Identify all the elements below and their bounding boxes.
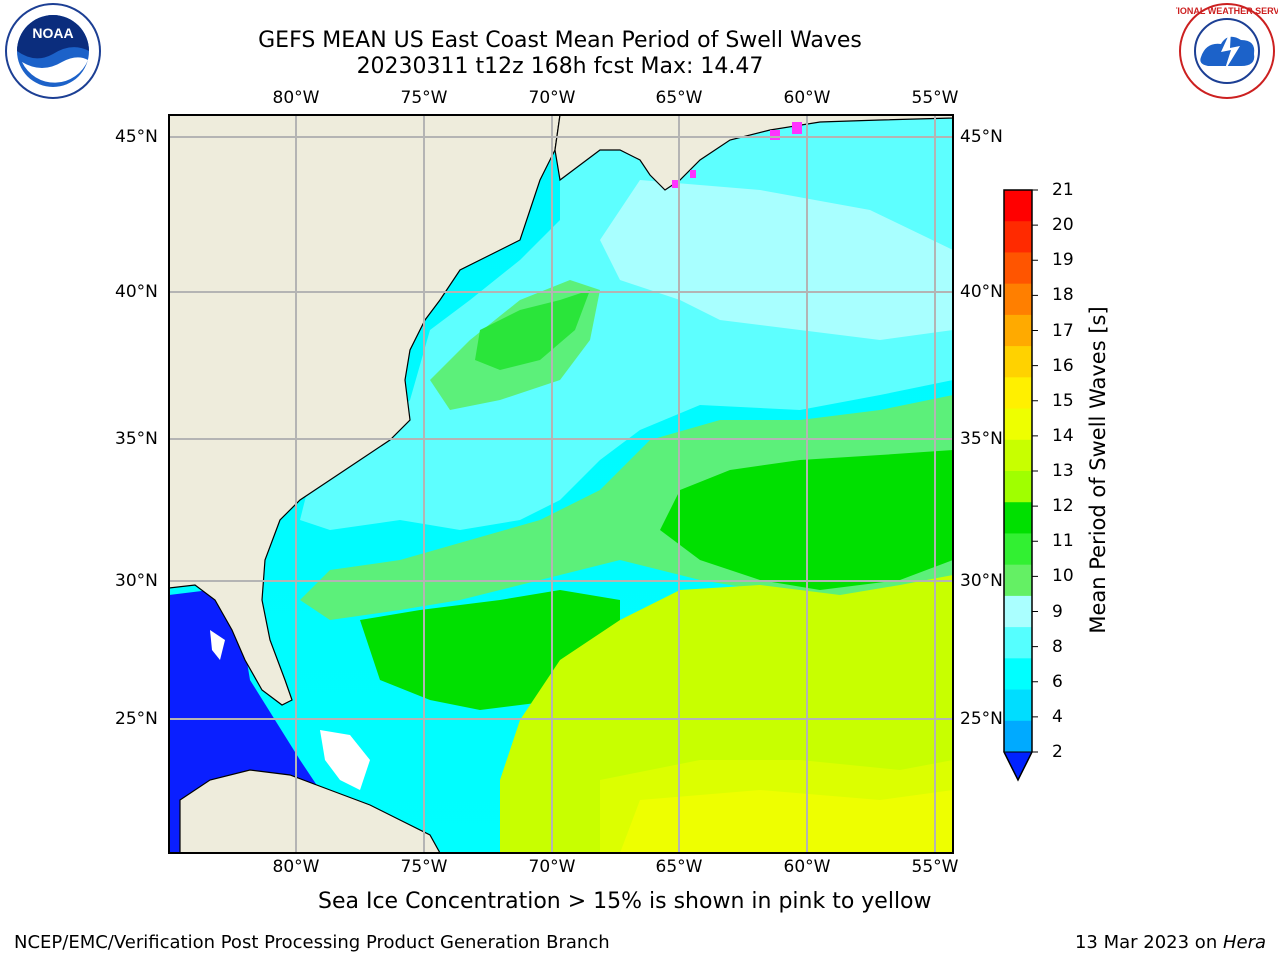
lon-label-bottom: 75°W <box>400 857 448 877</box>
colorbar-tick-label: 13 <box>1052 461 1074 481</box>
sea-ice-pixel <box>792 122 802 134</box>
colorbar-tick-label: 18 <box>1052 285 1074 306</box>
colorbar-tick-label: 14 <box>1052 425 1074 446</box>
gulf-nodata <box>210 630 225 660</box>
lon-label-top: 65°W <box>655 88 703 108</box>
colorbar-segment <box>1004 221 1032 253</box>
nws-logo-text: NATIONAL WEATHER SERVICE <box>1176 6 1278 16</box>
chart-title: GEFS MEAN US East Coast Mean Period of S… <box>258 28 862 53</box>
lon-label-top: 70°W <box>528 88 576 108</box>
lon-label-top: 80°W <box>272 88 320 108</box>
lat-label-left: 40°N <box>115 282 158 302</box>
noaa-logo: NOAA <box>5 3 101 99</box>
lon-label-top: 60°W <box>783 88 831 108</box>
footer-date-text: 13 Mar 2023 on <box>1074 932 1223 953</box>
lon-label-bottom: 65°W <box>655 857 703 877</box>
colorbar-underflow-triangle <box>1003 751 1033 782</box>
colorbar-segment <box>1004 658 1032 691</box>
colorbar-segment <box>1004 346 1032 378</box>
sea-ice-pixel <box>672 180 678 188</box>
lat-label-right: 45°N <box>960 127 1003 147</box>
colorbar-segment <box>1004 377 1032 410</box>
footer-host: Hera <box>1222 932 1266 953</box>
lat-label-right: 35°N <box>960 429 1003 449</box>
sea-ice-caption: Sea Ice Concentration > 15% is shown in … <box>318 889 932 914</box>
colorbar-tick-label: 4 <box>1052 706 1063 727</box>
colorbar-segment <box>1004 533 1032 566</box>
lat-label-left: 45°N <box>115 127 158 147</box>
colorbar-tick-label: 11 <box>1052 531 1074 552</box>
colorbar-segment <box>1004 314 1032 347</box>
colorbar-segment <box>1004 595 1032 628</box>
noaa-logo-text: NOAA <box>32 25 73 41</box>
lon-label-bottom: 70°W <box>528 857 576 877</box>
nws-logo: NATIONAL WEATHER SERVICE <box>1176 3 1278 99</box>
colorbar-tick-label: 16 <box>1052 355 1074 376</box>
colorbar-tick-label: 15 <box>1052 390 1074 411</box>
colorbar-segment <box>1004 627 1032 659</box>
colorbar-tick-label: 20 <box>1052 215 1074 236</box>
colorbar-segment <box>1004 502 1032 534</box>
colorbar-frame <box>1003 189 1033 782</box>
colorbar-tick-label: 6 <box>1052 671 1063 692</box>
colorbar-tick-label: 21 <box>1052 180 1074 200</box>
field-9s-pale <box>600 180 953 340</box>
lat-label-right: 30°N <box>960 571 1003 591</box>
colorbar-tick-label: 10 <box>1052 566 1074 587</box>
colorbar-tick-label: 8 <box>1052 636 1063 657</box>
sea-ice-pixel <box>770 130 780 140</box>
lon-label-top: 55°W <box>911 88 959 108</box>
lat-label-left: 30°N <box>115 571 158 591</box>
colorbar-segment <box>1004 408 1032 441</box>
colorbar <box>1003 189 1038 782</box>
chart-subtitle: 20230311 t12z 168h fcst Max: 14.47 <box>356 54 764 79</box>
colorbar-title: Mean Period of Swell Waves [s] <box>1086 306 1110 634</box>
field-11s-nw <box>475 290 590 370</box>
lat-label-right: 25°N <box>960 709 1003 729</box>
colorbar-segment <box>1004 283 1032 316</box>
colorbar-tick-label: 19 <box>1052 250 1074 271</box>
lon-label-bottom: 60°W <box>783 857 831 877</box>
colorbar-tick-label: 9 <box>1052 601 1063 622</box>
field-13s-b <box>620 790 953 853</box>
colorbar-segment <box>1004 439 1032 472</box>
footer-credit: NCEP/EMC/Verification Post Processing Pr… <box>14 932 610 953</box>
lat-label-right: 40°N <box>960 282 1003 302</box>
colorbar-segment <box>1004 689 1032 722</box>
colorbar-tick-label: 2 <box>1052 742 1063 762</box>
lat-label-left: 25°N <box>115 709 158 729</box>
colorbar-segment <box>1004 190 1032 222</box>
colorbar-segment <box>1004 471 1032 503</box>
land-cuba <box>179 769 441 853</box>
map-frame <box>168 114 954 854</box>
colorbar-segment <box>1004 252 1032 285</box>
sea-ice-pixel <box>690 170 696 178</box>
lon-label-bottom: 80°W <box>272 857 320 877</box>
footer-date: 13 Mar 2023 on Hera <box>1075 932 1266 953</box>
bahamas-nodata <box>320 730 370 790</box>
lon-label-top: 75°W <box>400 88 448 108</box>
lat-label-left: 35°N <box>115 429 158 449</box>
land-us <box>169 115 561 706</box>
colorbar-tick-label: 17 <box>1052 320 1074 341</box>
colorbar-tick-label: 12 <box>1052 496 1074 517</box>
lon-label-bottom: 55°W <box>911 857 959 877</box>
colorbar-segment <box>1004 564 1032 597</box>
colorbar-segment <box>1004 720 1032 753</box>
